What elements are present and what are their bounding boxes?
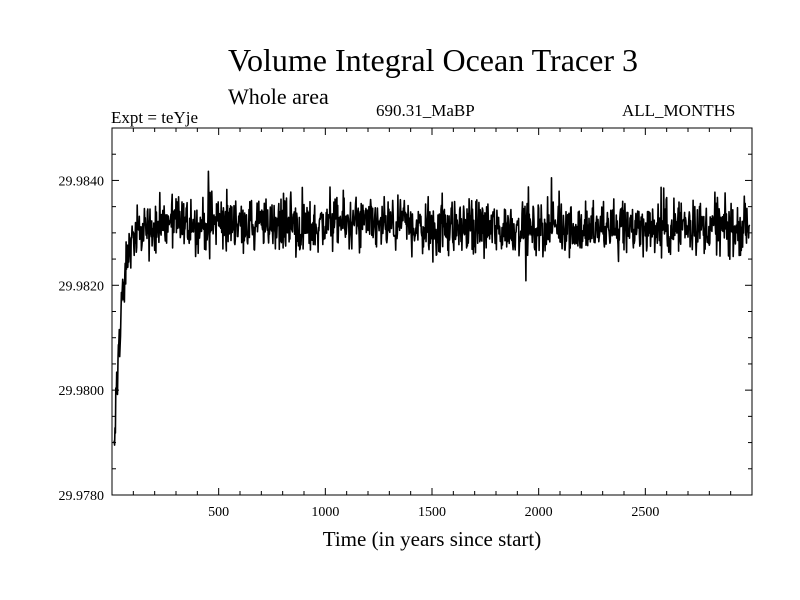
experiment-label: Expt = teYje xyxy=(111,108,199,127)
y-tick-label: 29.9800 xyxy=(59,384,105,399)
x-tick-label: 1500 xyxy=(418,505,446,520)
period-label: 690.31_MaBP xyxy=(376,101,475,120)
x-tick-label: 2000 xyxy=(525,505,553,520)
y-tick-label: 29.9840 xyxy=(59,174,105,189)
chart-title: Volume Integral Ocean Tracer 3 xyxy=(228,42,638,78)
season-label: ALL_MONTHS xyxy=(622,101,736,120)
y-tick-label: 29.9820 xyxy=(59,279,105,294)
x-tick-label: 2500 xyxy=(631,505,659,520)
chart-subtitle: Whole area xyxy=(228,84,329,109)
x-tick-label: 500 xyxy=(208,505,229,520)
y-tick-label: 29.9780 xyxy=(59,489,105,504)
series-line xyxy=(113,170,751,446)
x-axis-label: Time (in years since start) xyxy=(322,527,542,551)
x-tick-label: 1000 xyxy=(311,505,339,520)
axis-ticks: 500 1000 1500 2000 2500 29.9780 29.9800 29.9820… xyxy=(59,127,752,520)
